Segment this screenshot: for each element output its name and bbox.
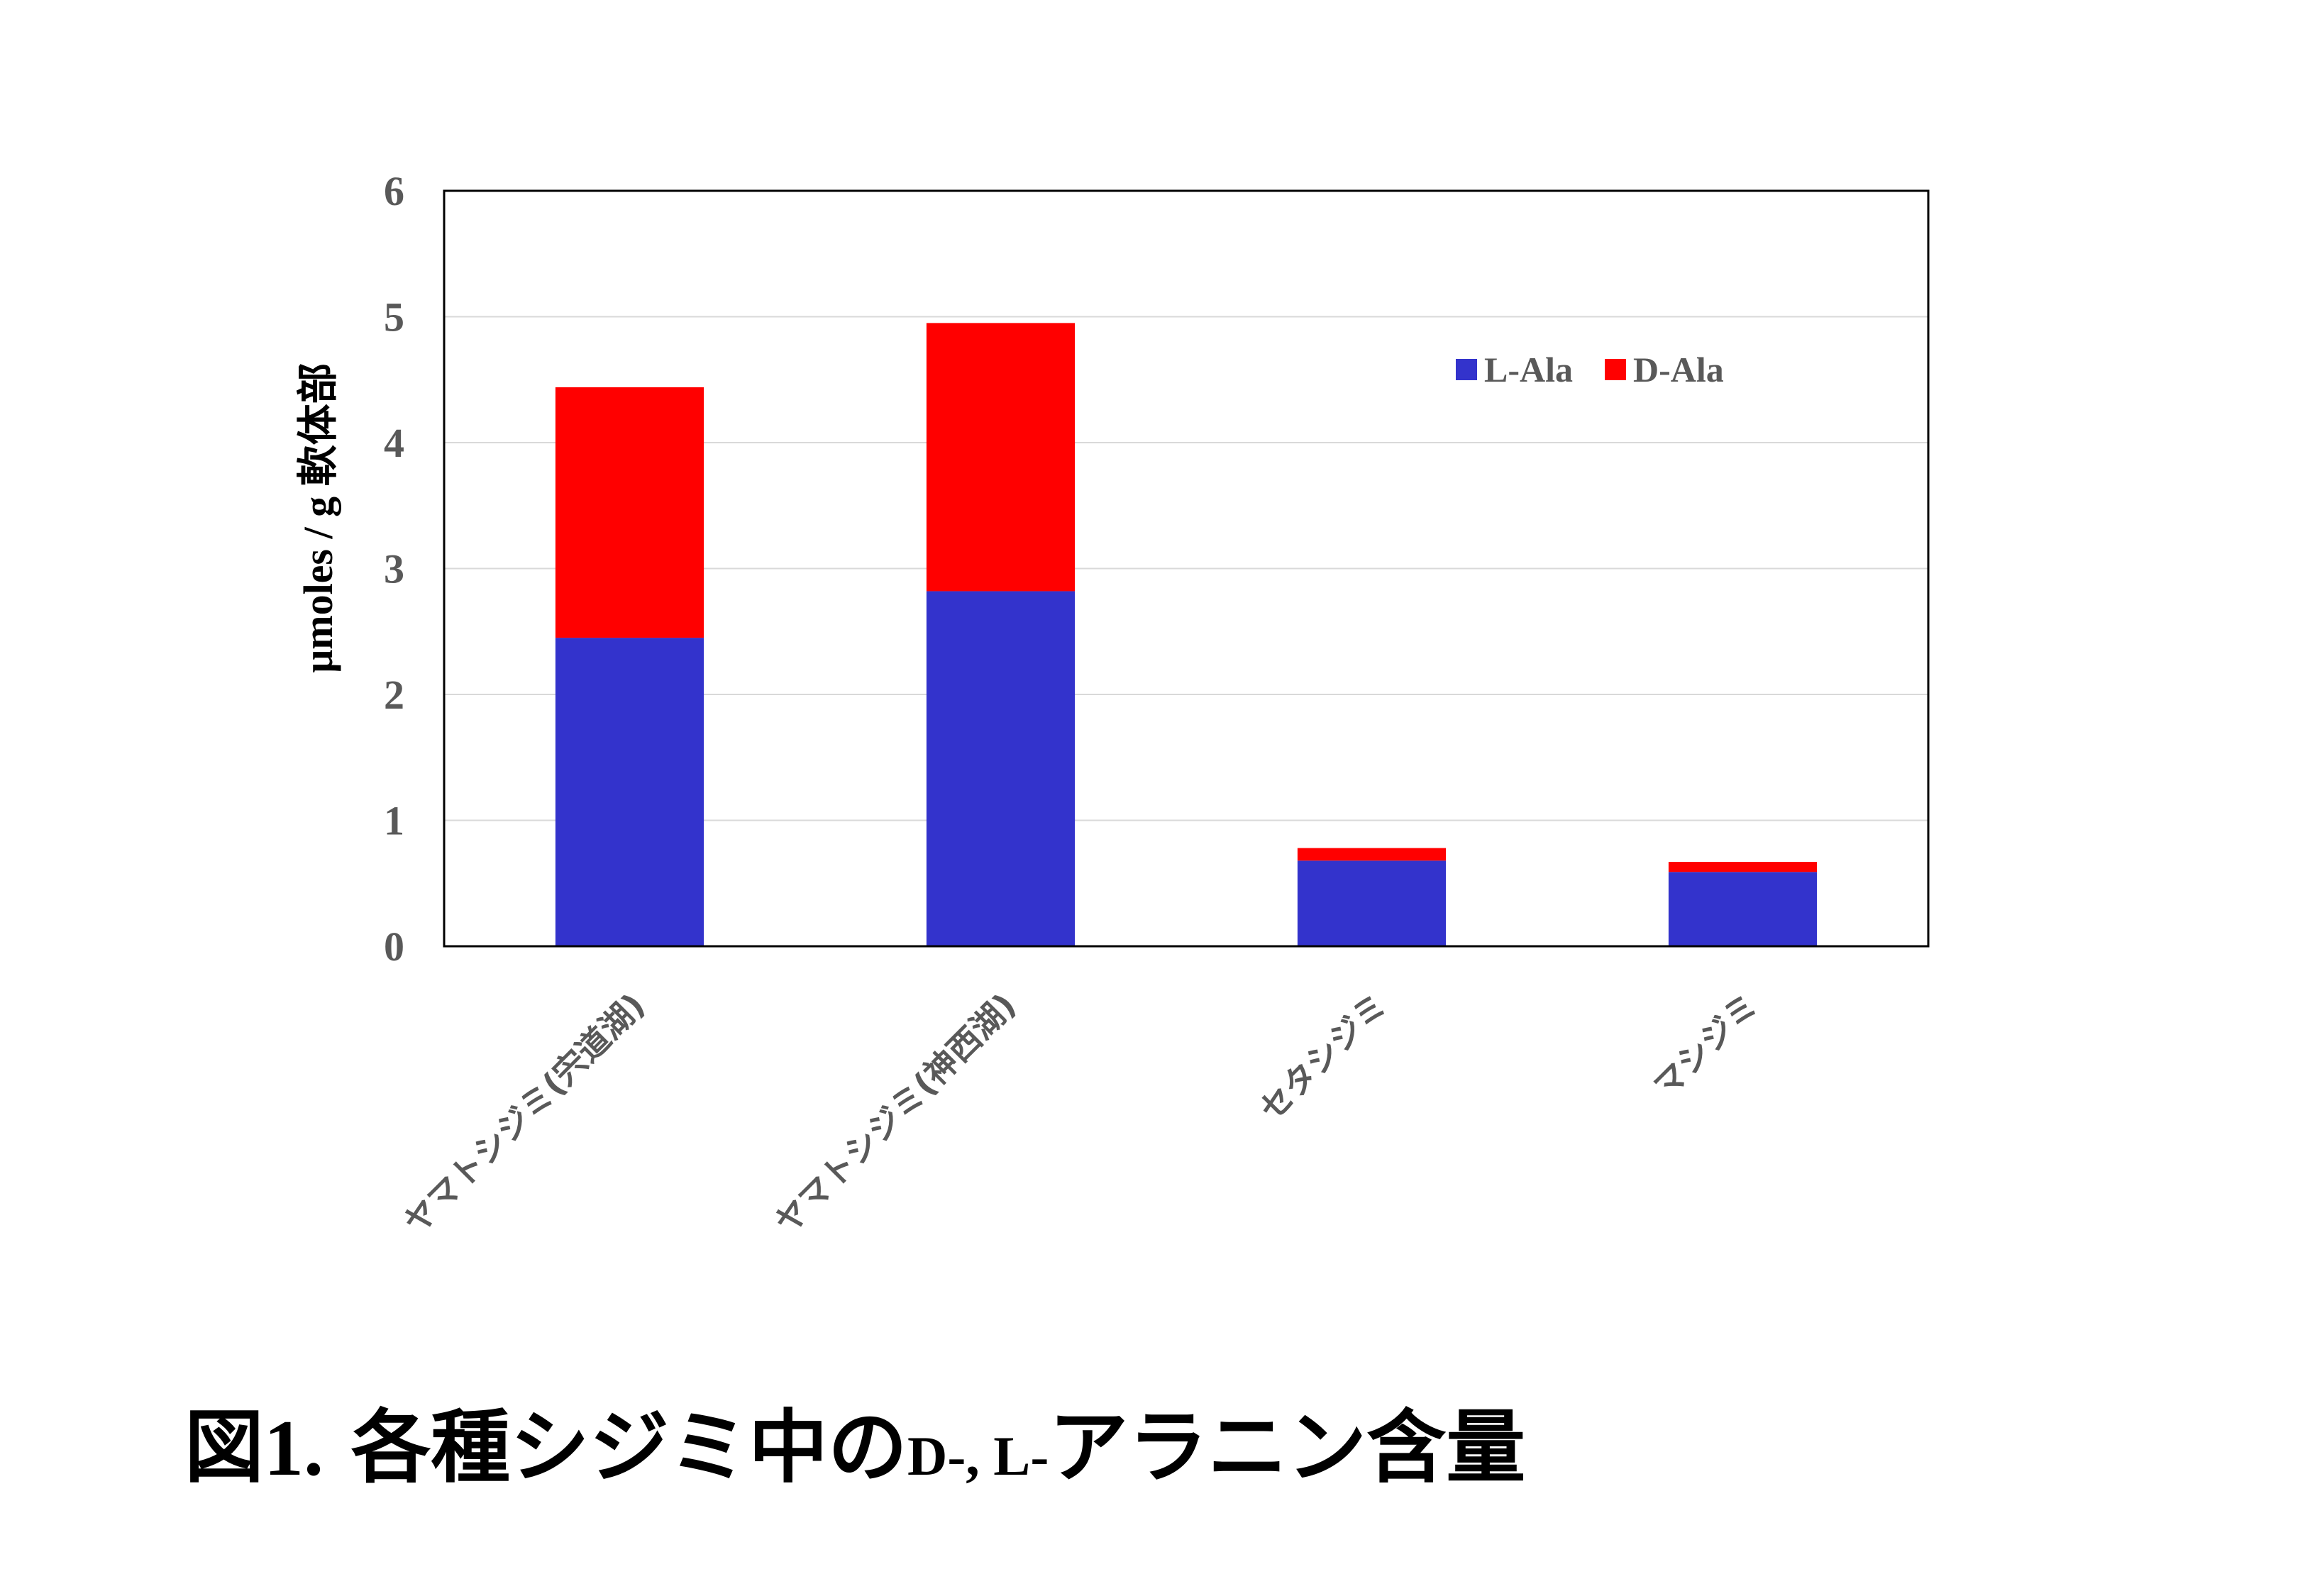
legend: L-Ala D-Ala [1456, 350, 1724, 389]
x-category-label: ヤマトシジミ(神西湖) [768, 986, 1024, 1242]
y-tick-label: 2 [384, 672, 404, 718]
caption-part-4: D-, L- [907, 1425, 1049, 1487]
x-axis-category-labels: ヤマトシジミ(宍道湖) ヤマトシジミ(神西湖) セタシジミ マシジミ [397, 986, 1766, 1242]
bar-l-ala-0 [555, 638, 704, 946]
y-tick-label: 5 [384, 294, 404, 340]
bar-l-ala-1 [926, 591, 1076, 946]
y-tick-label: 1 [384, 798, 404, 844]
legend-swatch-l-ala [1456, 359, 1477, 380]
bar-d-ala-2 [1297, 848, 1447, 861]
y-tick-label: 4 [384, 420, 404, 466]
figure-caption: 図1. 各種シジミ中のD-, L-アラニン含量 [184, 1383, 1525, 1498]
y-tick-label: 6 [384, 168, 404, 214]
y-tick-label: 0 [384, 924, 404, 970]
legend-swatch-d-ala [1605, 359, 1626, 380]
bar-d-ala-1 [926, 323, 1076, 592]
x-category-label: ヤマトシジミ(宍道湖) [397, 986, 653, 1242]
y-axis-tick-labels: 0 1 2 3 4 5 6 [384, 168, 404, 970]
bar-d-ala-3 [1668, 862, 1818, 872]
caption-part-1: 図 [184, 1402, 264, 1494]
caption-part-5: アラニン含量 [1049, 1402, 1526, 1494]
caption-part-2: 1. [264, 1404, 324, 1492]
legend-label-d-ala: D-Ala [1633, 350, 1724, 389]
bar-l-ala-2 [1297, 860, 1447, 946]
x-category-label: マシジミ [1646, 986, 1765, 1105]
plot-area-frame [443, 189, 1930, 948]
legend-label-l-ala: L-Ala [1484, 350, 1573, 389]
y-axis-label: μmoles / g 軟体部 [295, 362, 341, 672]
bar-d-ala-0 [555, 387, 704, 638]
x-category-label: セタシジミ [1251, 986, 1394, 1129]
bar-l-ala-3 [1668, 872, 1818, 946]
y-tick-label: 3 [384, 546, 404, 592]
bars [555, 323, 1818, 946]
caption-part-3: 各種シジミ中の [324, 1402, 907, 1494]
